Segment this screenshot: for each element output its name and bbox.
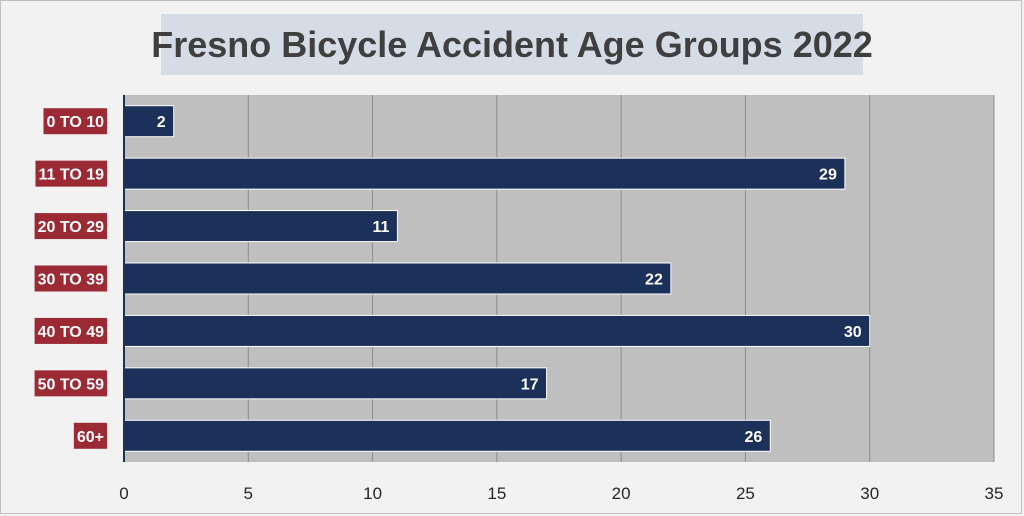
chart-title-box: Fresno Bicycle Accident Age Groups 2022: [151, 14, 873, 75]
bar-value-label-6: 26: [744, 429, 762, 446]
x-tick-label-3: 15: [487, 484, 506, 503]
bar-value-label-1: 29: [819, 167, 837, 184]
bar-value-label-0: 2: [157, 114, 166, 131]
x-tick-label-6: 30: [860, 484, 879, 503]
category-label-bg-4: [34, 317, 108, 344]
x-tick-label-1: 5: [244, 484, 253, 503]
x-tick-label-4: 20: [612, 484, 631, 503]
x-tick-label-0: 0: [119, 484, 128, 503]
chart-title: Fresno Bicycle Accident Age Groups 2022: [151, 23, 873, 65]
category-label-2: 20 TO 29: [38, 219, 105, 236]
category-label-1: 11 TO 19: [38, 167, 104, 184]
bar-3: [123, 262, 672, 295]
x-tick-label-7: 35: [985, 484, 1004, 503]
category-label-bg-3: [34, 265, 108, 292]
x-tick-label-2: 10: [363, 484, 382, 503]
bar-value-label-4: 30: [844, 324, 862, 341]
x-tick-label-5: 25: [736, 484, 755, 503]
category-label-3: 30 TO 39: [38, 272, 105, 289]
bar-value-label-5: 17: [521, 376, 539, 393]
category-label-bg-1: [35, 160, 108, 187]
bar-value-label-2: 11: [373, 219, 390, 236]
bar-1: [123, 157, 846, 190]
bar-5: [123, 367, 548, 400]
category-label-6: 60+: [77, 429, 104, 446]
category-label-bg-0: [43, 108, 108, 135]
bar-4: [123, 314, 871, 347]
category-label-4: 40 TO 49: [38, 324, 105, 341]
category-label-0: 0 TO 10: [46, 114, 104, 131]
category-label-bg-2: [34, 213, 108, 240]
category-label-5: 50 TO 59: [38, 376, 105, 393]
bar-2: [123, 210, 398, 243]
bar-6: [123, 419, 771, 452]
bar-value-label-3: 22: [645, 272, 663, 289]
category-label-bg-5: [34, 370, 108, 397]
bar-0: [123, 105, 175, 138]
category-label-bg-6: [73, 422, 107, 449]
